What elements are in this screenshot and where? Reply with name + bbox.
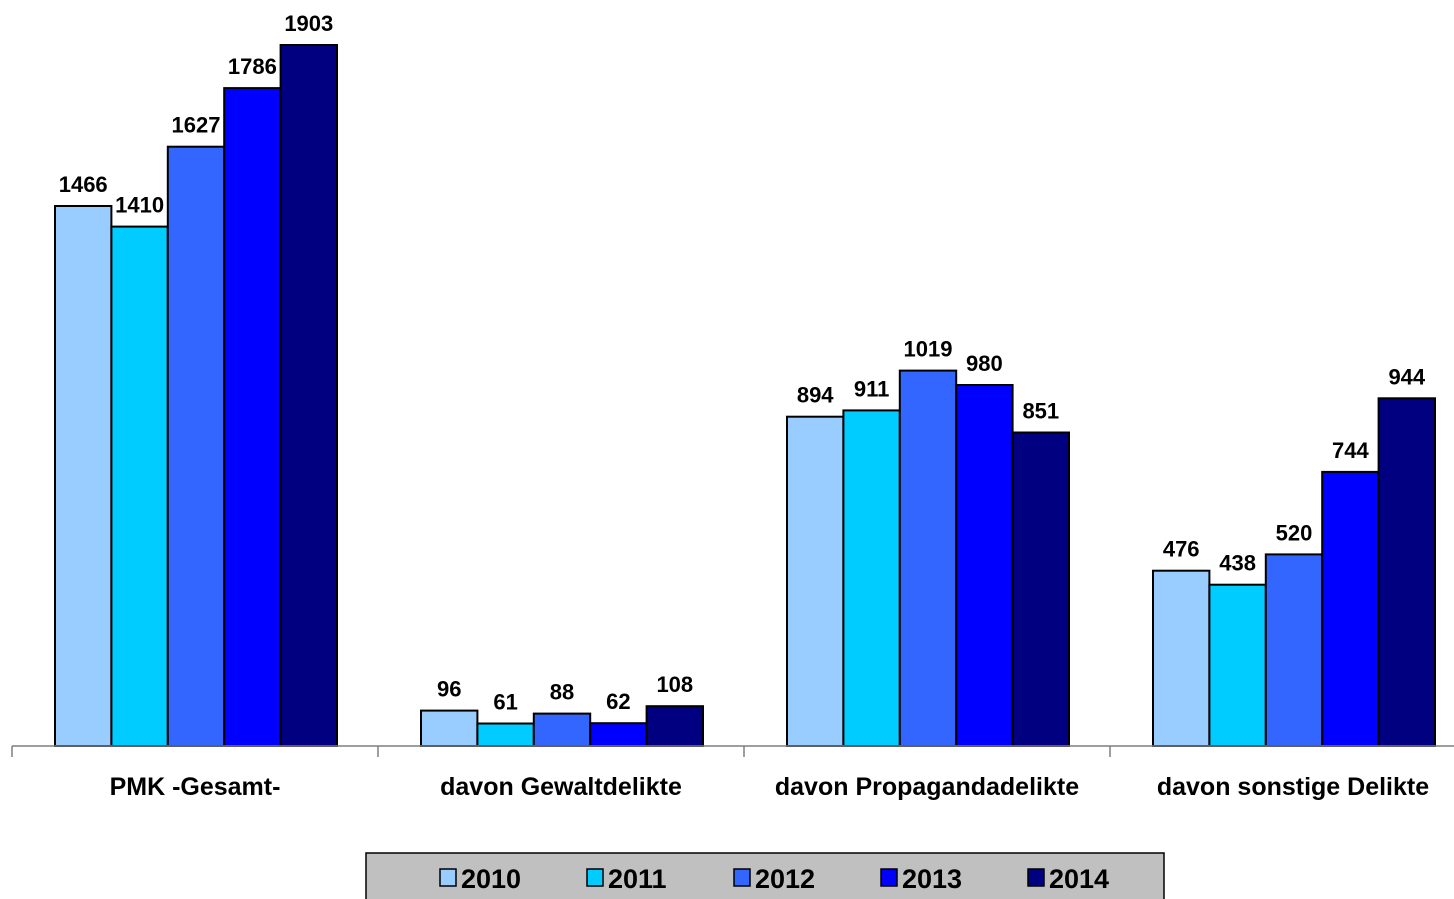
value-label-2010-1: 96 — [437, 677, 461, 702]
bar-2013-2 — [955, 384, 1014, 747]
legend-swatch-2011 — [586, 868, 604, 887]
legend-label-2013: 2013 — [902, 864, 962, 894]
value-label-2011-3: 438 — [1219, 551, 1256, 576]
legend-label-2010: 2010 — [461, 864, 521, 894]
bar-2012-0 — [166, 145, 226, 747]
value-label-2012-2: 1019 — [904, 337, 953, 362]
category-label-2: davon Propagandadelikte — [775, 773, 1079, 801]
bars-layer — [54, 44, 1436, 748]
legend-swatch-2010 — [439, 868, 457, 887]
value-label-2013-2: 980 — [966, 351, 1003, 376]
value-label-2011-1: 61 — [493, 690, 517, 715]
category-label-1: davon Gewaltdelikte — [440, 773, 682, 801]
bar-2011-0 — [110, 225, 169, 748]
bar-2014-1 — [645, 705, 704, 748]
legend-swatch-2012 — [733, 868, 751, 887]
bar-2010-0 — [54, 205, 113, 747]
bar-2014-0 — [279, 44, 339, 747]
legend: 2010 2011 2012 2013 2014 — [365, 852, 1165, 899]
bar-2011-1 — [476, 722, 535, 747]
bar-2012-1 — [532, 712, 592, 747]
value-label-2010-2: 894 — [797, 383, 834, 408]
bar-2014-3 — [1377, 397, 1436, 747]
bar-2013-3 — [1321, 470, 1380, 747]
bar-2011-2 — [842, 409, 901, 747]
bar-2013-0 — [223, 87, 282, 748]
category-label-3: davon sonstige Delikte — [1157, 773, 1429, 801]
value-label-2010-0: 1466 — [59, 172, 108, 197]
value-label-2013-1: 62 — [606, 689, 630, 714]
bar-2010-3 — [1152, 569, 1211, 748]
value-label-2010-3: 476 — [1163, 537, 1200, 562]
value-label-2011-2: 911 — [854, 376, 890, 401]
x-axis — [11, 745, 1454, 757]
bar-2012-3 — [1264, 553, 1324, 748]
legend-swatch-2014 — [1027, 868, 1045, 887]
value-label-2014-3: 944 — [1388, 364, 1425, 389]
legend-box — [365, 852, 1165, 899]
value-label-2014-2: 851 — [1022, 399, 1059, 424]
bar-2011-3 — [1208, 583, 1267, 748]
bar-2010-1 — [420, 709, 479, 747]
value-labels-layer: 1466 1410 1627 1786 1903 96 61 88 62 108 894 911 101… — [59, 11, 1426, 715]
value-label-2013-3: 744 — [1332, 438, 1369, 463]
value-label-2012-0: 1627 — [172, 113, 221, 138]
bar-2012-2 — [898, 369, 958, 747]
value-label-2012-3: 520 — [1276, 520, 1313, 545]
value-label-2014-0: 1903 — [284, 11, 333, 36]
bar-2014-2 — [1011, 431, 1070, 747]
legend-label-2011: 2011 — [608, 864, 667, 894]
legend-label-2012: 2012 — [755, 864, 815, 894]
value-label-2013-0: 1786 — [228, 54, 277, 79]
value-label-2014-1: 108 — [656, 672, 693, 697]
legend-label-2014: 2014 — [1049, 864, 1109, 894]
category-label-0: PMK -Gesamt- — [110, 773, 281, 801]
legend-swatch-2013 — [880, 868, 898, 887]
value-label-2011-0: 1410 — [115, 193, 164, 218]
value-label-2012-1: 88 — [550, 680, 574, 705]
bar-2013-1 — [589, 722, 648, 748]
category-labels-layer: PMK -Gesamt-davon Gewaltdelikte davon Pro… — [110, 773, 1430, 801]
bar-2010-2 — [786, 415, 845, 747]
